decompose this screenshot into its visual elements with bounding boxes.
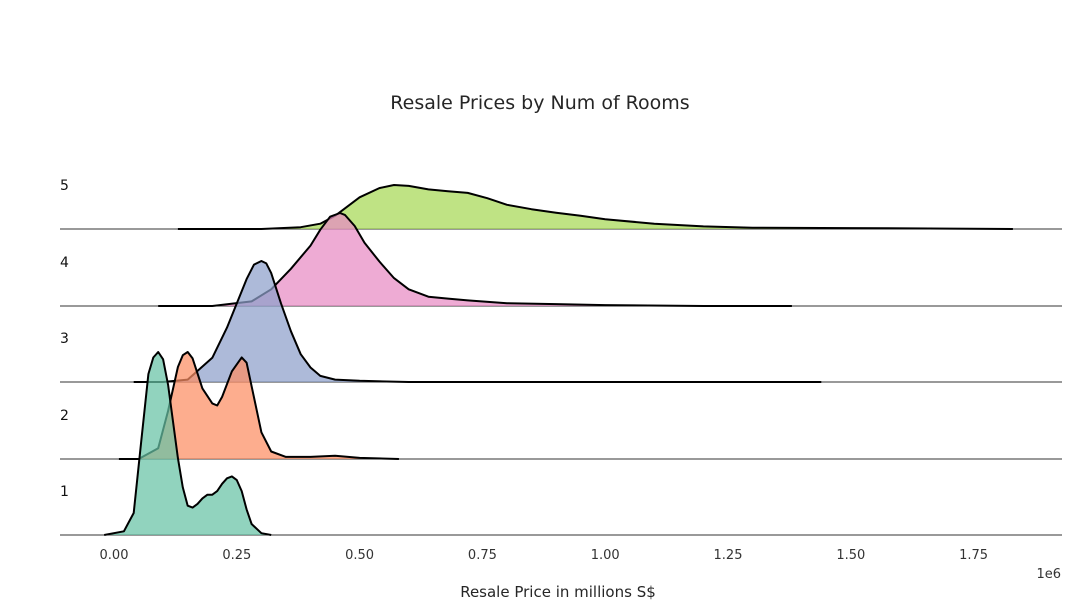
ridges-group: 5 4 3 2 1 <box>60 178 1062 536</box>
ridge-line-2 <box>118 351 399 460</box>
x-axis: 0.00 0.25 0.50 0.75 1.00 1.25 1.50 1.75 <box>100 548 989 563</box>
x-tick-label: 0.75 <box>468 548 497 563</box>
row-label-5: 5 <box>60 178 69 194</box>
ridge-area-2 <box>118 352 399 459</box>
ridge-row-5: 5 <box>60 178 1062 230</box>
ridge-row-2: 2 <box>60 351 1062 460</box>
x-tick-label: 0.25 <box>222 548 251 563</box>
x-tick-label: 1.25 <box>714 548 743 563</box>
row-label-3: 3 <box>60 331 69 347</box>
x-tick-label: 0.00 <box>100 548 129 563</box>
x-tick-label: 1.00 <box>591 548 620 563</box>
row-label-1: 1 <box>60 484 69 500</box>
x-tick-label: 1.50 <box>836 548 865 563</box>
x-tick-label: 0.50 <box>345 548 374 563</box>
ridge-line-3 <box>133 260 822 383</box>
ridge-row-3: 3 <box>60 260 1062 383</box>
ridge-line-4 <box>158 212 792 307</box>
x-axis-label: Resale Price in millions S$ <box>460 583 656 600</box>
chart-title: Resale Prices by Num of Rooms <box>390 92 689 114</box>
ridge-line-1 <box>104 351 272 536</box>
x-tick-label: 1.75 <box>959 548 988 563</box>
x-offset-text: 1e6 <box>1036 567 1061 582</box>
ridge-area-3 <box>133 261 822 382</box>
row-label-4: 4 <box>60 255 69 271</box>
ridge-row-1: 1 <box>60 351 1062 536</box>
ridge-area-5 <box>177 185 1013 229</box>
row-label-2: 2 <box>60 408 69 424</box>
ridge-row-4: 4 <box>60 212 1062 307</box>
